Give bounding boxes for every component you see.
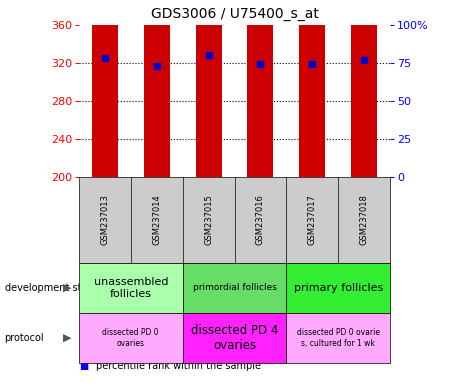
Bar	[248, 0, 273, 177]
Bar	[351, 0, 377, 177]
Text: percentile rank within the sample: percentile rank within the sample	[96, 361, 261, 371]
Text: ■: ■	[79, 349, 88, 359]
Title: GDS3006 / U75400_s_at: GDS3006 / U75400_s_at	[151, 7, 318, 21]
Text: development stage: development stage	[5, 283, 99, 293]
Bar	[144, 0, 170, 177]
Text: GSM237017: GSM237017	[308, 194, 317, 245]
Bar	[299, 0, 325, 177]
Text: dissected PD 0 ovarie
s, cultured for 1 wk: dissected PD 0 ovarie s, cultured for 1 …	[297, 328, 380, 348]
Text: GSM237013: GSM237013	[101, 194, 109, 245]
Text: GSM237016: GSM237016	[256, 194, 265, 245]
Text: primordial follicles: primordial follicles	[193, 283, 276, 293]
Bar	[196, 0, 221, 177]
Text: dissected PD 4
ovaries: dissected PD 4 ovaries	[191, 324, 278, 352]
Text: dissected PD 0
ovaries: dissected PD 0 ovaries	[102, 328, 159, 348]
Bar	[92, 0, 118, 177]
Text: ■: ■	[79, 361, 88, 371]
Text: ▶: ▶	[64, 283, 72, 293]
Text: protocol: protocol	[5, 333, 44, 343]
Text: GSM237014: GSM237014	[152, 194, 161, 245]
Text: ▶: ▶	[64, 333, 72, 343]
Text: unassembled
follicles: unassembled follicles	[93, 277, 168, 299]
Text: GSM237018: GSM237018	[360, 194, 368, 245]
Text: GSM237015: GSM237015	[204, 194, 213, 245]
Text: primary follicles: primary follicles	[294, 283, 383, 293]
Text: count: count	[96, 349, 124, 359]
